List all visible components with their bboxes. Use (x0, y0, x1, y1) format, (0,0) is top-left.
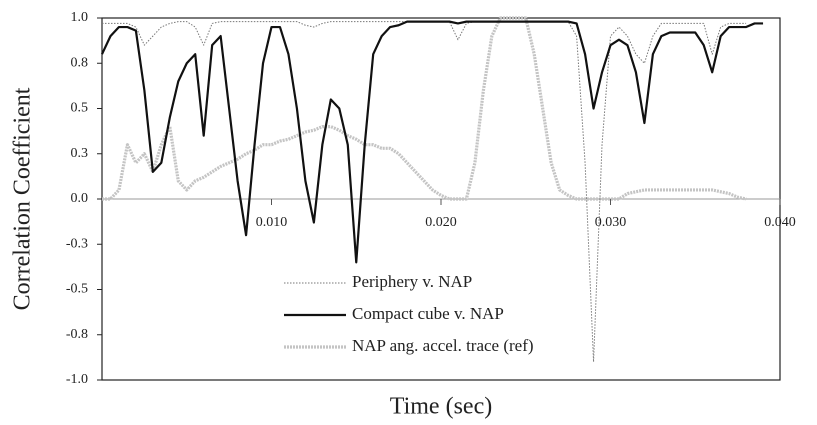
series-line (101, 20, 764, 264)
y-tick-label: 1.0 (71, 10, 89, 25)
y-tick-label: -0.5 (66, 282, 88, 297)
x-tick-label: 0.030 (595, 215, 627, 230)
x-tick-label: 0.010 (256, 215, 288, 230)
y-tick-label: 0.3 (71, 146, 89, 161)
x-tick-label: 0.020 (425, 215, 457, 230)
y-axis-title: Correlation Coefficient (10, 87, 36, 310)
y-tick-label: -0.3 (66, 236, 88, 251)
y-tick-label: -1.0 (66, 372, 88, 387)
y-tick-label: 0.8 (71, 55, 89, 70)
x-axis-title: Time (sec) (390, 394, 492, 420)
y-tick-label: 0.5 (71, 101, 89, 116)
legend-label: Compact cube v. NAP (352, 304, 504, 323)
y-tick-label: 0.0 (71, 191, 89, 206)
legend-label: Periphery v. NAP (352, 272, 472, 291)
y-tick-label: -0.8 (66, 327, 88, 342)
x-tick-label: 0.040 (764, 215, 796, 230)
series-line (102, 16, 747, 201)
legend-label: NAP ang. accel. trace (ref) (352, 336, 534, 355)
